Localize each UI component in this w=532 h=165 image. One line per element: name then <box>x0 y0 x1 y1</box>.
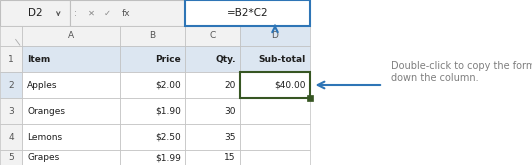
Text: Sub-total: Sub-total <box>259 54 306 64</box>
FancyBboxPatch shape <box>0 124 22 150</box>
Text: fx: fx <box>121 9 130 17</box>
Text: Lemons: Lemons <box>27 132 62 142</box>
Text: 4: 4 <box>8 132 14 142</box>
Text: 2: 2 <box>8 81 14 89</box>
Text: 35: 35 <box>225 132 236 142</box>
Text: =B2*C2: =B2*C2 <box>227 8 268 18</box>
Text: $40.00: $40.00 <box>274 81 306 89</box>
FancyBboxPatch shape <box>120 124 185 150</box>
FancyBboxPatch shape <box>185 124 240 150</box>
Text: Double-click to copy the formula
down the column.: Double-click to copy the formula down th… <box>391 61 532 83</box>
Text: ✓: ✓ <box>104 9 111 17</box>
FancyBboxPatch shape <box>0 26 22 46</box>
Text: $1.99: $1.99 <box>155 153 181 162</box>
Text: 20: 20 <box>225 81 236 89</box>
Text: Grapes: Grapes <box>27 153 60 162</box>
Text: 30: 30 <box>225 106 236 115</box>
Text: A: A <box>68 32 74 40</box>
FancyBboxPatch shape <box>0 150 22 165</box>
FancyBboxPatch shape <box>120 26 185 46</box>
Text: C: C <box>210 32 215 40</box>
Text: 15: 15 <box>225 153 236 162</box>
Text: Qty.: Qty. <box>215 54 236 64</box>
Text: 1: 1 <box>8 54 14 64</box>
Text: 5: 5 <box>8 153 14 162</box>
FancyBboxPatch shape <box>185 0 310 26</box>
FancyBboxPatch shape <box>120 46 185 72</box>
Text: :: : <box>74 9 77 17</box>
FancyBboxPatch shape <box>22 26 120 46</box>
Text: $2.00: $2.00 <box>155 81 181 89</box>
FancyBboxPatch shape <box>185 150 240 165</box>
Text: ✕: ✕ <box>88 9 95 17</box>
FancyBboxPatch shape <box>22 46 120 72</box>
FancyBboxPatch shape <box>240 26 310 46</box>
FancyBboxPatch shape <box>306 95 313 101</box>
FancyBboxPatch shape <box>240 98 310 124</box>
Text: Apples: Apples <box>27 81 58 89</box>
FancyBboxPatch shape <box>240 150 310 165</box>
Text: D: D <box>271 32 278 40</box>
Text: $40.00: $40.00 <box>274 81 306 89</box>
FancyBboxPatch shape <box>0 98 22 124</box>
FancyBboxPatch shape <box>0 0 70 26</box>
Text: D2: D2 <box>28 8 43 18</box>
FancyBboxPatch shape <box>185 26 240 46</box>
FancyBboxPatch shape <box>22 72 120 98</box>
FancyBboxPatch shape <box>120 150 185 165</box>
FancyBboxPatch shape <box>120 72 185 98</box>
FancyBboxPatch shape <box>185 72 240 98</box>
Text: 3: 3 <box>8 106 14 115</box>
FancyBboxPatch shape <box>240 124 310 150</box>
FancyBboxPatch shape <box>22 98 120 124</box>
Text: Oranges: Oranges <box>27 106 65 115</box>
FancyBboxPatch shape <box>0 46 22 72</box>
FancyBboxPatch shape <box>70 0 185 26</box>
FancyBboxPatch shape <box>240 72 310 98</box>
FancyBboxPatch shape <box>22 150 120 165</box>
FancyBboxPatch shape <box>185 98 240 124</box>
FancyBboxPatch shape <box>240 72 310 98</box>
FancyBboxPatch shape <box>22 124 120 150</box>
Text: Price: Price <box>155 54 181 64</box>
FancyBboxPatch shape <box>240 46 310 72</box>
Text: $2.50: $2.50 <box>155 132 181 142</box>
FancyBboxPatch shape <box>120 98 185 124</box>
Text: Item: Item <box>27 54 51 64</box>
Text: B: B <box>149 32 155 40</box>
Text: $1.90: $1.90 <box>155 106 181 115</box>
FancyBboxPatch shape <box>185 46 240 72</box>
FancyBboxPatch shape <box>0 72 22 98</box>
